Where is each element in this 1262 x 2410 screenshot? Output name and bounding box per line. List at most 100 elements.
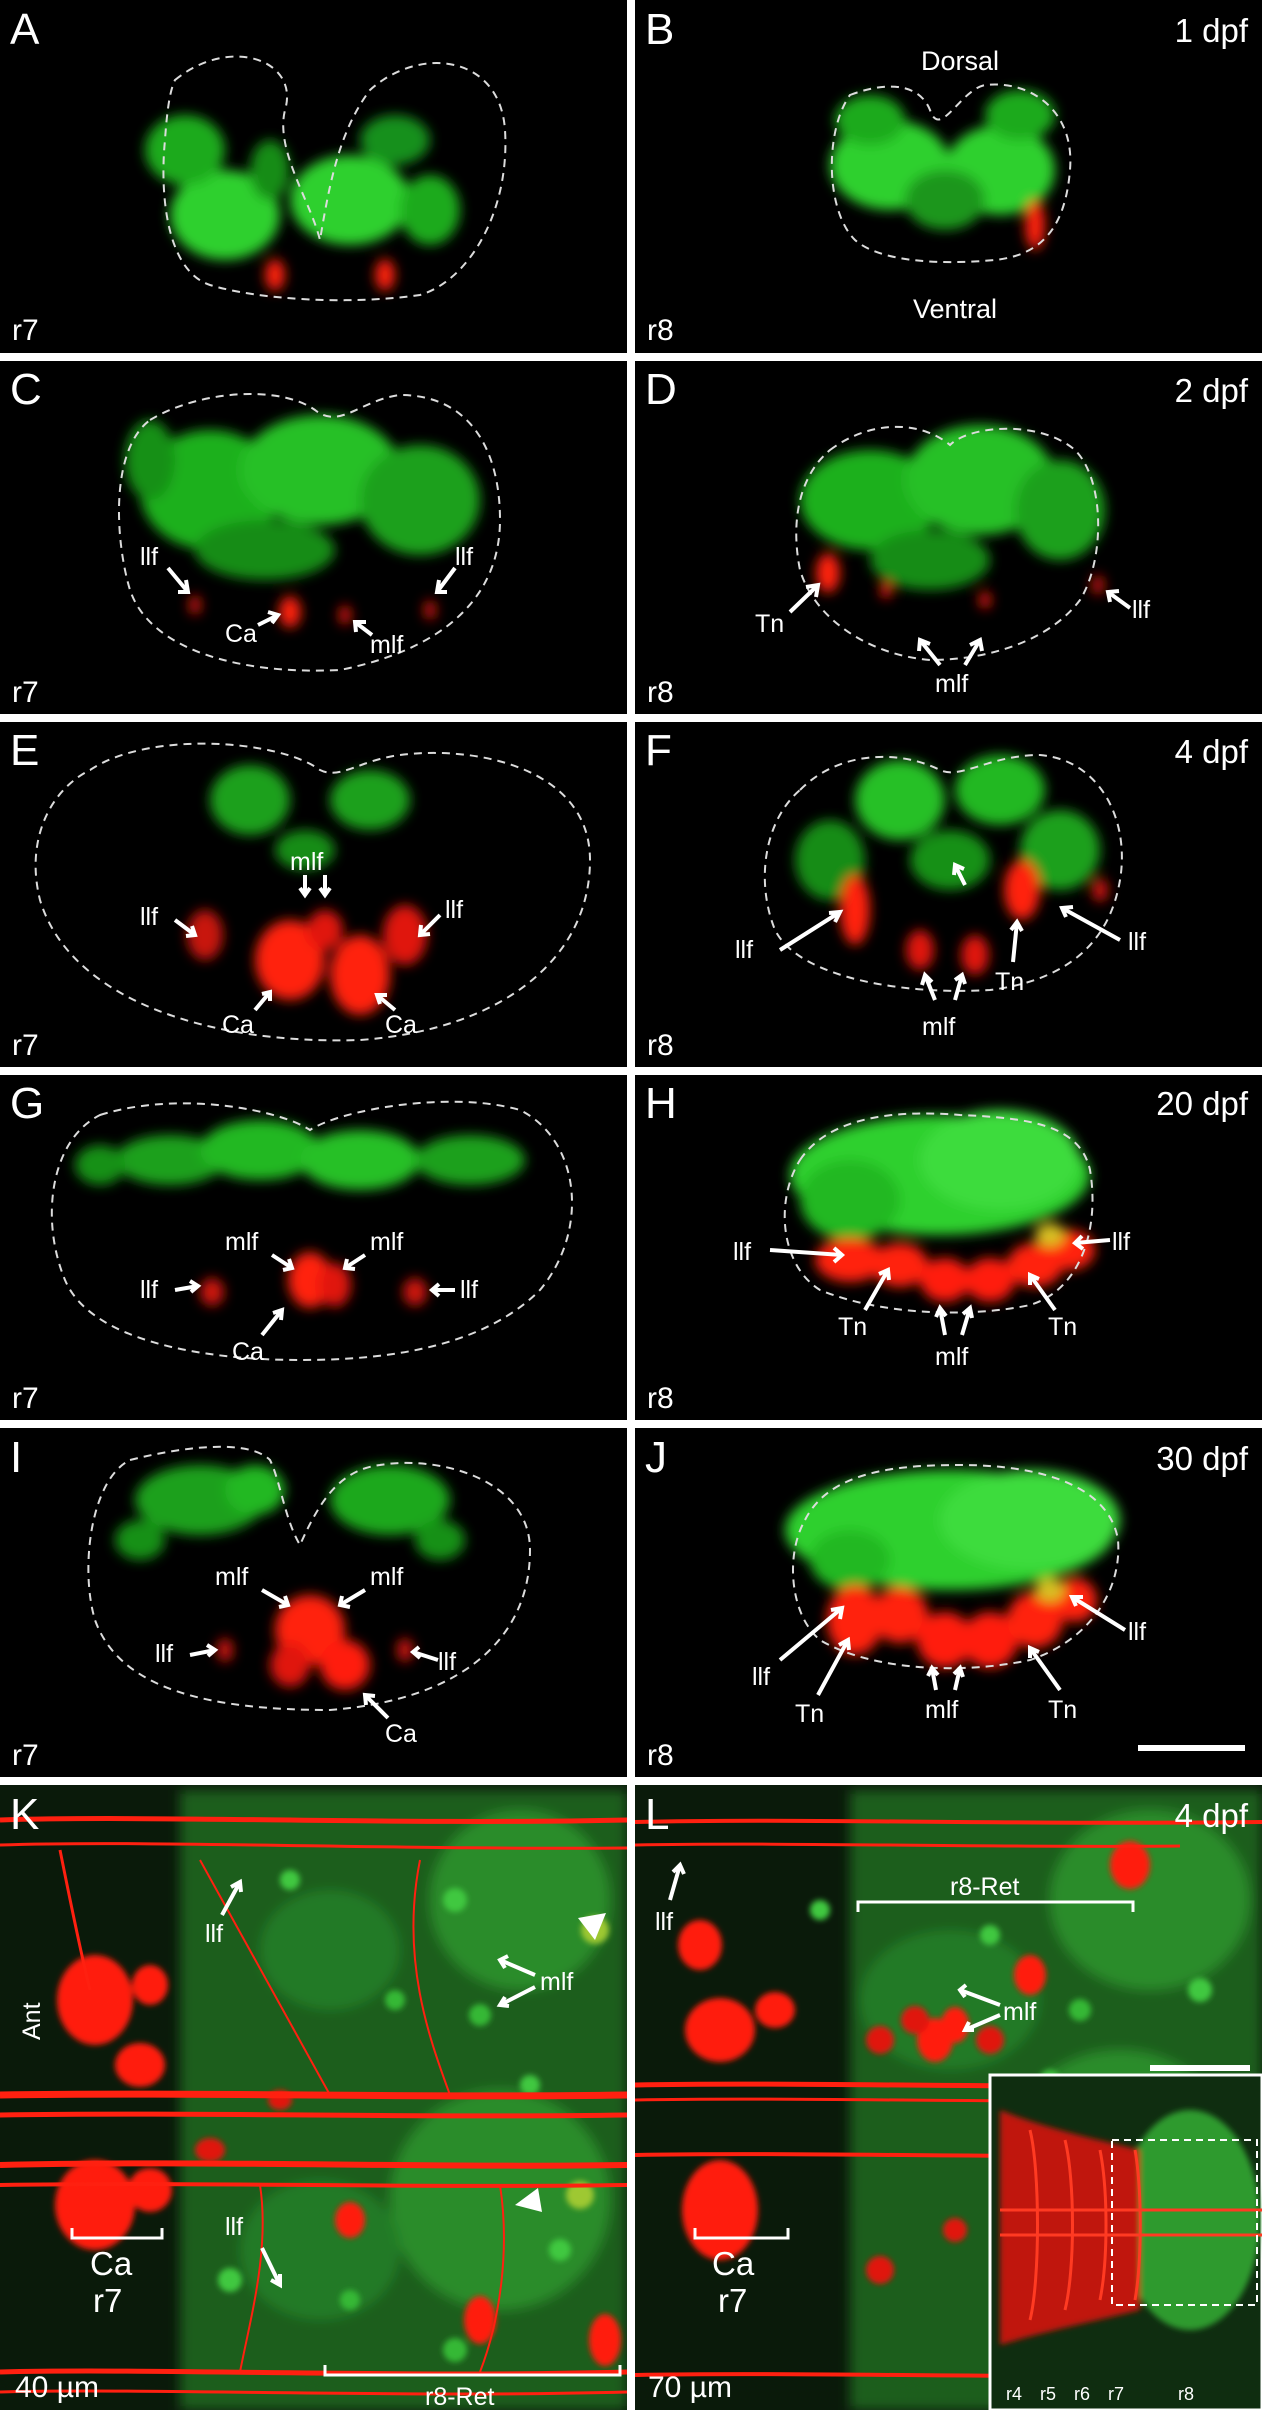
- panel-letter: L: [645, 1790, 669, 1839]
- panel-letter: G: [10, 1079, 44, 1128]
- mlf-label: mlf: [925, 1696, 958, 1724]
- llf-label: llf: [733, 1238, 751, 1266]
- llf-label: llf: [1128, 1618, 1146, 1646]
- rhombomere-label: r7: [12, 1382, 39, 1415]
- mlf-label: mlf: [370, 1228, 403, 1256]
- llf-label: llf: [140, 1276, 158, 1304]
- panel-letter: F: [645, 726, 672, 775]
- llf-label: llf: [735, 936, 753, 964]
- llf-label: llf: [455, 543, 473, 571]
- panel-f: F 4 dpf r8 llf llf Tn mlf: [635, 722, 1262, 1067]
- tn-label: Tn: [995, 968, 1024, 996]
- llf-label: llf: [140, 903, 158, 931]
- mlf-label: mlf: [225, 1228, 258, 1256]
- panel-k: K llf mlf Ant llf Ca r7 r8-Ret 40 µm: [0, 1785, 627, 2410]
- tn-label: Tn: [838, 1313, 867, 1341]
- rhombomere-label: r8: [647, 676, 674, 709]
- panel-a: A r7: [0, 0, 627, 353]
- llf-label: llf: [155, 1640, 173, 1668]
- ca-label: Ca: [712, 2245, 755, 2282]
- panel-letter: C: [10, 365, 42, 414]
- tn-label: Tn: [1048, 1313, 1077, 1341]
- r7-label: r7: [718, 2282, 747, 2319]
- rhombomere-label: r7: [12, 314, 39, 347]
- panel-g: G r7 mlf mlf llf llf Ca: [0, 1075, 627, 1420]
- panel-j: J 30 dpf r8 llf Tn llf Tn mlf: [635, 1428, 1262, 1777]
- panel-d: D 2 dpf r8 Tn llf mlf: [635, 361, 1262, 714]
- rhombomere-label: r8: [647, 1739, 674, 1772]
- llf-label: llf: [445, 896, 463, 924]
- overview-inset: r4 r5 r6 r7 r8: [988, 2073, 1262, 2410]
- panel-letter: A: [10, 5, 40, 54]
- arrowhead-marker: [515, 2188, 542, 2212]
- panel-i: I r7 mlf mlf llf llf Ca: [0, 1428, 627, 1777]
- panel-letter: D: [645, 365, 677, 414]
- stage-label: 20 dpf: [1156, 1085, 1249, 1122]
- stage-label: 4 dpf: [1175, 733, 1249, 770]
- r8-ret-label: r8-Ret: [950, 1873, 1020, 1901]
- stage-label: 2 dpf: [1175, 372, 1249, 409]
- r8-ret-label: r8-Ret: [425, 2383, 495, 2410]
- ventral-label: Ventral: [913, 294, 997, 324]
- mlf-label: mlf: [215, 1563, 248, 1591]
- llf-label: llf: [1128, 928, 1146, 956]
- rhombomere-label: r7: [12, 1029, 39, 1062]
- stage-label: 1 dpf: [1175, 12, 1249, 49]
- inset-rhombomere-label: r5: [1040, 2384, 1056, 2404]
- mlf-label: mlf: [1003, 1998, 1036, 2026]
- anterior-label: Ant: [18, 2002, 46, 2040]
- tn-label: Tn: [1048, 1696, 1077, 1724]
- arrowhead-marker: [578, 1913, 606, 1940]
- panel-letter: E: [10, 726, 39, 775]
- panel-e: E r7 llf mlf llf Ca Ca: [0, 722, 627, 1067]
- panel-b: B 1 dpf Dorsal Ventral r8: [635, 0, 1262, 353]
- llf-label: llf: [1132, 596, 1150, 624]
- inset-rhombomere-label: r6: [1074, 2384, 1090, 2404]
- inset-rhombomere-label: r8: [1178, 2384, 1194, 2404]
- panel-letter: K: [10, 1790, 39, 1839]
- ca-label: Ca: [90, 2245, 133, 2282]
- panel-letter: I: [10, 1433, 22, 1482]
- tn-label: Tn: [795, 1700, 824, 1728]
- llf-label: llf: [140, 543, 158, 571]
- panel-h: H 20 dpf r8 llf llf Tn Tn mlf: [635, 1075, 1262, 1420]
- tn-label: Tn: [755, 610, 784, 638]
- rhombomere-label: r8: [647, 1382, 674, 1415]
- llf-label: llf: [205, 1920, 223, 1948]
- llf-label: llf: [225, 2213, 243, 2241]
- rhombomere-label: r8: [647, 314, 674, 347]
- llf-label: llf: [752, 1663, 770, 1691]
- mlf-label: mlf: [935, 1343, 968, 1371]
- depth-label: 40 µm: [15, 2371, 99, 2404]
- llf-label: llf: [1112, 1228, 1130, 1256]
- dorsal-label: Dorsal: [921, 46, 999, 76]
- mlf-label: mlf: [370, 631, 403, 659]
- rhombomere-label: r8: [647, 1029, 674, 1062]
- panel-l: L 4 dpf llf r8-Ret mlf Ca r7 70 µm: [635, 1785, 1262, 2410]
- panel-letter: J: [645, 1433, 667, 1482]
- llf-label: llf: [460, 1276, 478, 1304]
- stage-label: 4 dpf: [1175, 1797, 1249, 1834]
- mlf-label: mlf: [290, 848, 323, 876]
- ca-label: Ca: [385, 1720, 417, 1748]
- ca-label: Ca: [385, 1011, 417, 1039]
- inset-rhombomere-label: r7: [1108, 2384, 1124, 2404]
- mlf-label: mlf: [370, 1563, 403, 1591]
- inset-rhombomere-label: r4: [1006, 2384, 1022, 2404]
- panel-c: C r7 llf llf Ca mlf: [0, 361, 627, 714]
- panel-letter: B: [645, 5, 674, 54]
- mlf-label: mlf: [922, 1013, 955, 1041]
- ca-label: Ca: [225, 620, 257, 648]
- depth-label: 70 µm: [648, 2371, 732, 2404]
- rhombomere-label: r7: [12, 1739, 39, 1772]
- stage-label: 30 dpf: [1156, 1440, 1249, 1477]
- llf-label: llf: [438, 1648, 456, 1676]
- panel-letter: H: [645, 1079, 677, 1128]
- rhombomere-label: r7: [12, 676, 39, 709]
- llf-label: llf: [655, 1908, 673, 1936]
- ca-label: Ca: [222, 1011, 254, 1039]
- ca-label: Ca: [232, 1338, 264, 1366]
- mlf-label: mlf: [540, 1968, 573, 1996]
- mlf-label: mlf: [935, 670, 968, 698]
